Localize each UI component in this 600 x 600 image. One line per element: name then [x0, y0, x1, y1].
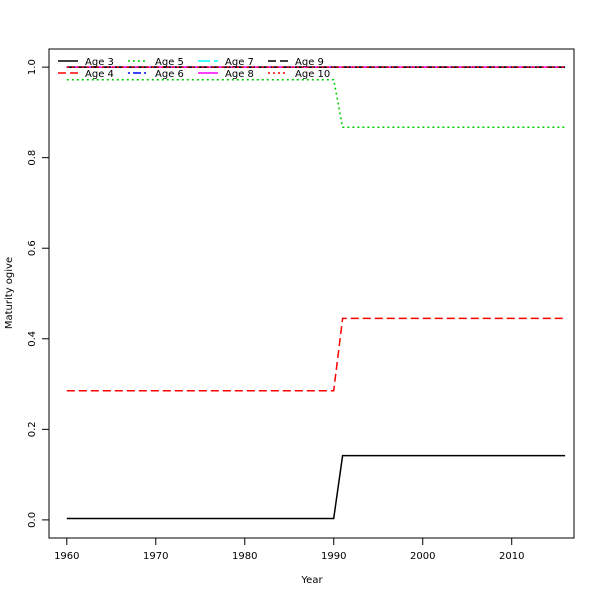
series-line-age-4: [66, 317, 566, 392]
legend-label: Age 5: [155, 57, 184, 68]
legend-label: Age 7: [225, 57, 254, 68]
x-tick-label: 2010: [499, 551, 524, 562]
legend-label: Age 10: [295, 69, 330, 80]
legend-label: Age 6: [155, 69, 184, 80]
series-line-age-3: [66, 454, 566, 520]
plot-frame: [48, 48, 575, 539]
x-axis-label: Year: [300, 575, 323, 586]
y-tick-label: 0.4: [27, 331, 38, 347]
legend-label: Age 3: [85, 57, 114, 68]
y-tick-label: 0.0: [27, 512, 38, 528]
legend-label: Age 4: [85, 69, 114, 80]
y-tick-label: 0.6: [27, 240, 38, 256]
x-tick-label: 2000: [410, 551, 435, 562]
x-tick-label: 1970: [143, 551, 168, 562]
x-tick-label: 1960: [54, 551, 79, 562]
series-layer: [66, 66, 566, 520]
x-axis: 1960 1970 1980 1990 2000 2010: [54, 537, 524, 562]
y-axis: 0.0 0.2 0.4 0.6 0.8 1.0: [27, 59, 50, 528]
y-axis-label: Maturity ogive: [4, 257, 15, 329]
x-tick-label: 1990: [321, 551, 346, 562]
legend-label: Age 9: [295, 57, 324, 68]
legend-label: Age 8: [225, 69, 254, 80]
y-tick-label: 0.8: [27, 150, 38, 166]
y-tick-label: 0.2: [27, 421, 38, 437]
series-line-age-5: [66, 79, 566, 129]
y-tick-label: 1.0: [27, 59, 38, 75]
x-tick-label: 1980: [232, 551, 257, 562]
